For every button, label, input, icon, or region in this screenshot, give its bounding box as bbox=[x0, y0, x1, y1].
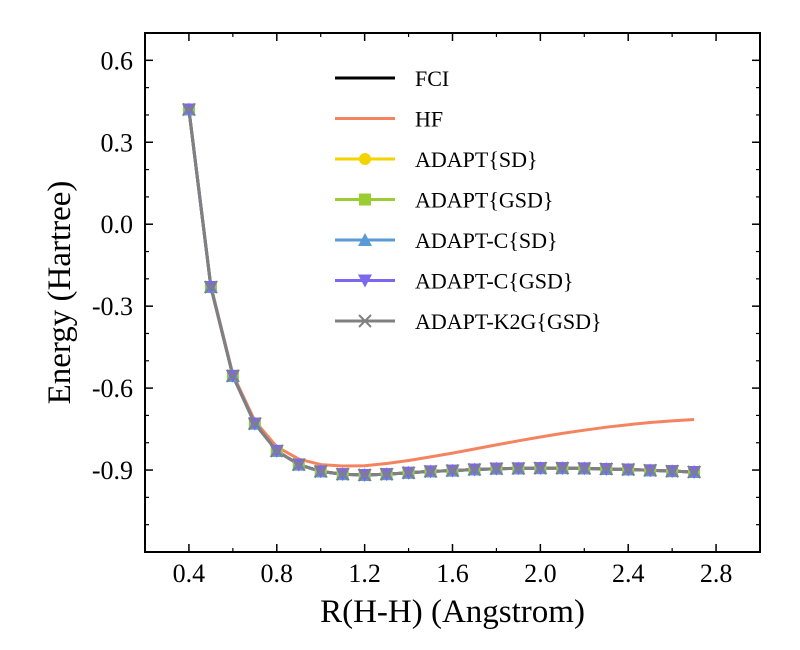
legend-label-adapt-gsd: ADAPT{GSD} bbox=[415, 188, 553, 213]
x-tick-label: 0.4 bbox=[173, 559, 206, 588]
data-point-adapt-k2g-gsd bbox=[292, 457, 306, 472]
legend-marker-adapt-sd bbox=[359, 153, 371, 165]
legend-label-fci: FCI bbox=[415, 66, 449, 91]
y-tick-label: 0.6 bbox=[101, 46, 134, 75]
data-point-adapt-k2g-gsd bbox=[270, 444, 284, 458]
x-axis-title: R(H-H) (Angstrom) bbox=[320, 594, 585, 630]
x-tick-label: 2.8 bbox=[700, 559, 733, 588]
data-point-adapt-k2g-gsd bbox=[226, 369, 240, 383]
x-tick-label: 2.4 bbox=[612, 559, 645, 588]
x-tick-labels: 0.4 0.8 1.2 1.6 2.0 2.4 2.8 bbox=[173, 559, 733, 588]
y-tick-label: 0.3 bbox=[101, 128, 134, 157]
legend-marker-adapt-gsd bbox=[359, 193, 371, 206]
y-tick-label: 0.0 bbox=[101, 210, 134, 239]
data-point-adapt-k2g-gsd bbox=[577, 461, 591, 476]
legend-label-hf: HF bbox=[415, 107, 443, 132]
legend-label-adapt-c-sd: ADAPT-C{SD} bbox=[415, 228, 558, 253]
data-point-adapt-k2g-gsd bbox=[489, 461, 504, 476]
x-tick-label: 1.2 bbox=[348, 559, 381, 588]
legend-marker-adapt-k2g-gsd bbox=[358, 314, 372, 328]
data-point-adapt-k2g-gsd bbox=[357, 468, 372, 482]
y-tick-labels: 0.6 0.3 0.0 -0.3 -0.6 -0.9 bbox=[92, 46, 133, 485]
legend-label-adapt-sd: ADAPT{SD} bbox=[415, 147, 538, 172]
data-point-adapt-k2g-gsd bbox=[665, 464, 679, 478]
x-tick-label: 1.6 bbox=[436, 559, 469, 588]
data-point-adapt-k2g-gsd bbox=[511, 461, 526, 476]
data-point-adapt-k2g-gsd bbox=[423, 464, 438, 479]
data-point-adapt-k2g-gsd bbox=[555, 461, 570, 475]
data-point-adapt-k2g-gsd bbox=[599, 462, 613, 476]
data-point-adapt-k2g-gsd bbox=[621, 462, 635, 477]
x-tick-label: 0.8 bbox=[261, 559, 294, 588]
legend-label-adapt-c-gsd: ADAPT-C{GSD} bbox=[415, 269, 573, 294]
y-tick-label: -0.6 bbox=[92, 374, 133, 403]
data-point-adapt-k2g-gsd bbox=[335, 467, 350, 481]
data-point-adapt-k2g-gsd bbox=[248, 416, 262, 431]
data-point-adapt-k2g-gsd bbox=[467, 462, 482, 477]
legend-label-adapt-k2g-gsd: ADAPT-K2G{GSD} bbox=[415, 309, 602, 334]
data-point-adapt-k2g-gsd bbox=[687, 465, 701, 479]
y-tick-label: -0.3 bbox=[92, 292, 133, 321]
data-point-adapt-k2g-gsd bbox=[643, 463, 657, 478]
plot-frame bbox=[144, 32, 761, 553]
x-tick-label: 2.0 bbox=[524, 559, 557, 588]
data-point-adapt-k2g-gsd bbox=[314, 464, 328, 479]
y-axis-title: Energy (Hartree) bbox=[42, 181, 78, 405]
legend-marker-adapt-c-gsd bbox=[358, 274, 372, 288]
data-point-adapt-k2g-gsd bbox=[445, 463, 460, 478]
legend-marker-adapt-c-sd bbox=[358, 233, 372, 246]
data-point-adapt-k2g-gsd bbox=[533, 461, 548, 475]
data-point-adapt-k2g-gsd bbox=[204, 280, 218, 294]
series-line-hf bbox=[187, 109, 695, 468]
data-point-adapt-k2g-gsd bbox=[379, 467, 394, 481]
data-point-adapt-k2g-gsd bbox=[401, 466, 416, 480]
y-tick-label: -0.9 bbox=[92, 456, 133, 485]
data-point-adapt-k2g-gsd bbox=[182, 102, 196, 117]
series-markers bbox=[181, 102, 702, 482]
legend: FCI HF ADAPT{SD} ADAPT{GSD} ADAPT-C{SD} ADAPT… bbox=[335, 66, 602, 334]
